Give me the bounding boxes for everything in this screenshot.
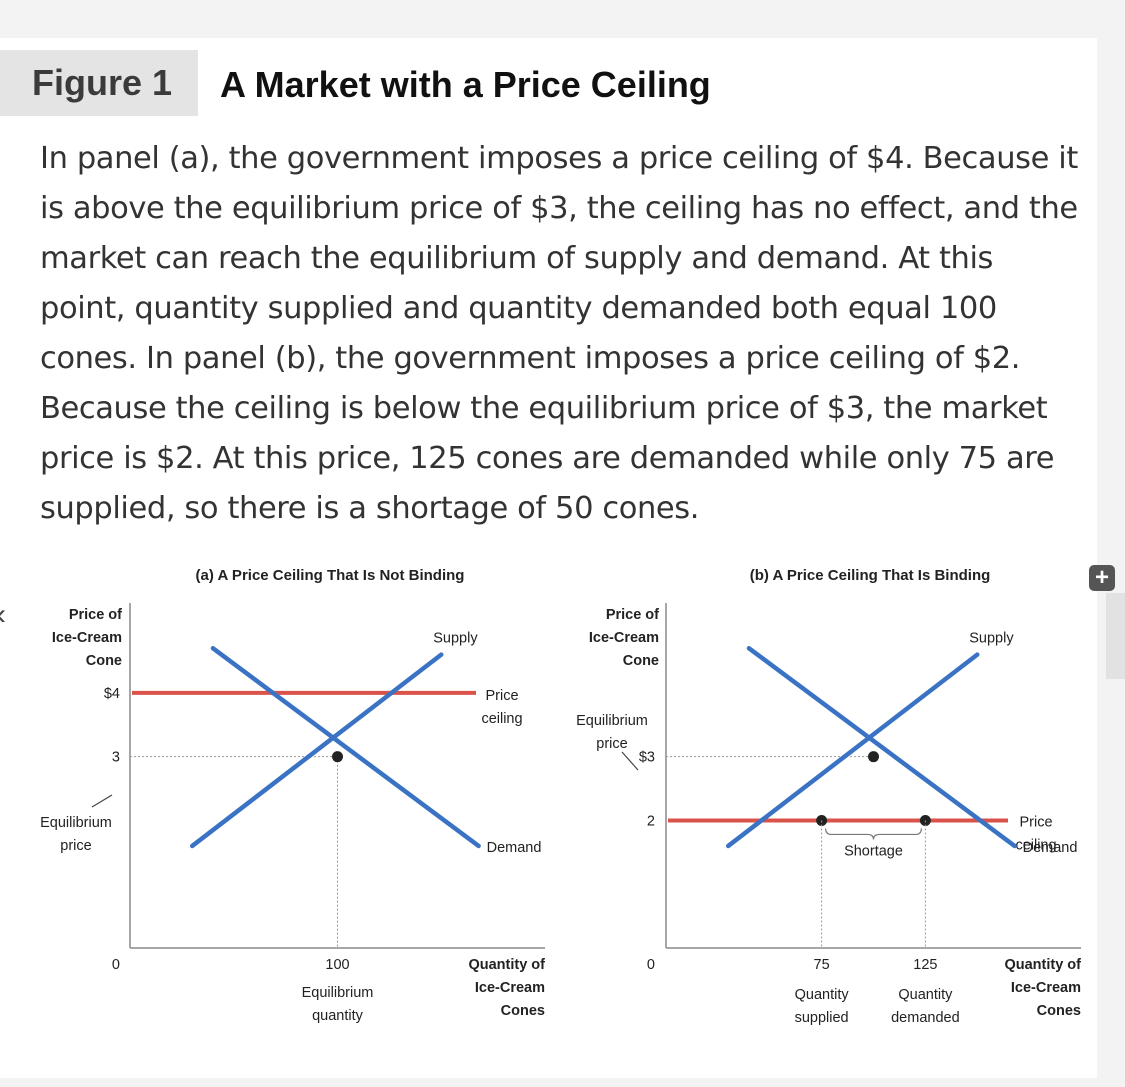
panel-b-shortage-brace	[825, 828, 922, 840]
panel-b-y-axis-label-line-2: Ice-Cream	[589, 630, 659, 646]
panel-b-quantity-demanded-label-line-2: demanded	[891, 1010, 960, 1026]
figure-caption: In panel (a), the government imposes a p…	[40, 141, 1078, 526]
panel-b-title: (b) A Price Ceiling That Is Binding	[750, 567, 991, 584]
panel-a-title: (a) A Price Ceiling That Is Not Binding	[196, 567, 465, 584]
panel-a-equilibrium-quantity-label-line-1: Equilibrium	[302, 985, 374, 1001]
panel-b-quantity-supplied-label-line-2: supplied	[795, 1010, 849, 1026]
panel-b-equilibrium-point	[868, 751, 879, 763]
panel-b-y-axis-label-line-3: Cone	[623, 653, 659, 669]
panel-b-x-tick-125: 125	[913, 957, 937, 973]
plus-icon[interactable]: +	[1089, 565, 1115, 591]
panel-b-demand-curve	[746, 646, 1017, 849]
panel-b-supply-curve	[726, 652, 980, 849]
panel-a-demand-label: Demand	[487, 840, 542, 856]
panel-b-y-tick-3: $3	[639, 750, 655, 766]
panel-a-equilibrium-point	[332, 751, 343, 763]
panel-b-y-tick-2: 2	[647, 813, 655, 829]
panel-b-x-axis-label-line-3: Cones	[1037, 1003, 1081, 1019]
panel-b-quantity-demanded-label-line-1: Quantity	[898, 987, 953, 1003]
panel-a-x-axis-label-line-2: Ice-Cream	[475, 980, 545, 996]
panel-a-demand-curve	[210, 646, 481, 849]
panel-a-y-axis-label-line-1: Price of	[69, 607, 122, 623]
panel-b-supply-label: Supply	[969, 631, 1014, 647]
panel-a-x-axis-label-line-1: Quantity of	[468, 957, 545, 973]
panel-a-equilibrium-price-label-line-2: price	[60, 838, 91, 854]
panel-a-equilibrium-price-label-line-1: Equilibrium	[40, 815, 112, 831]
panel-a-price-ceiling-label-line-2: ceiling	[481, 711, 522, 727]
panel-b-shortage-label: Shortage	[844, 843, 903, 859]
panel-a-y-tick-4: $4	[104, 686, 120, 702]
figure-title: A Market with a Price Ceiling	[220, 64, 711, 105]
side-panel-tab[interactable]	[1106, 593, 1125, 679]
panel-b-demand-label: Demand	[1023, 840, 1078, 856]
panel-b-price-ceiling-label-line-1: Price	[1019, 814, 1052, 830]
figure-label-tab	[0, 50, 198, 116]
panel-a-x-tick-100: 100	[325, 957, 349, 973]
panel-a-equilibrium-price-pointer	[91, 794, 113, 808]
panel-b-equilibrium-price-pointer	[621, 751, 639, 771]
panel-a-supply-label: Supply	[433, 631, 478, 647]
panel-b-y-axis-label-line-1: Price of	[606, 607, 659, 623]
panel-a-y-axis-label-line-2: Ice-Cream	[52, 630, 122, 646]
panel-b-y-tick-0: 0	[647, 957, 655, 973]
panel-a-y-tick-3: 3	[112, 750, 120, 766]
panel-b-equilibrium-price-label-line-1: Equilibrium	[576, 713, 648, 729]
panel-b-equilibrium-price-label-line-2: price	[596, 736, 627, 752]
panel-b-quantity-supplied-label-line-1: Quantity	[795, 987, 850, 1003]
panel-b-x-tick-75: 75	[814, 957, 830, 973]
panel-a-equilibrium-quantity-label-line-2: quantity	[312, 1008, 364, 1024]
panel-a-y-tick-0: 0	[112, 957, 120, 973]
panel-a-y-axis-label-line-3: Cone	[86, 653, 122, 669]
panel-a-supply-curve	[190, 652, 444, 849]
figure-card	[0, 38, 1097, 1078]
panel-a-price-ceiling-label-line-1: Price	[485, 688, 518, 704]
panel-b-price-ceiling-label-line-2: ceiling	[1015, 837, 1056, 853]
panel-b-x-axis-label-line-1: Quantity of	[1004, 957, 1081, 973]
panel-a-x-axis-label-line-3: Cones	[501, 1003, 545, 1019]
figure-number: Figure 1	[32, 62, 173, 103]
price-ceiling-figure: (a) A Price Ceiling That Is Not Binding P…	[40, 567, 1081, 1026]
panel-b-x-axis-label-line-2: Ice-Cream	[1011, 980, 1081, 996]
chevron-left-icon[interactable]: ‹	[0, 600, 6, 630]
